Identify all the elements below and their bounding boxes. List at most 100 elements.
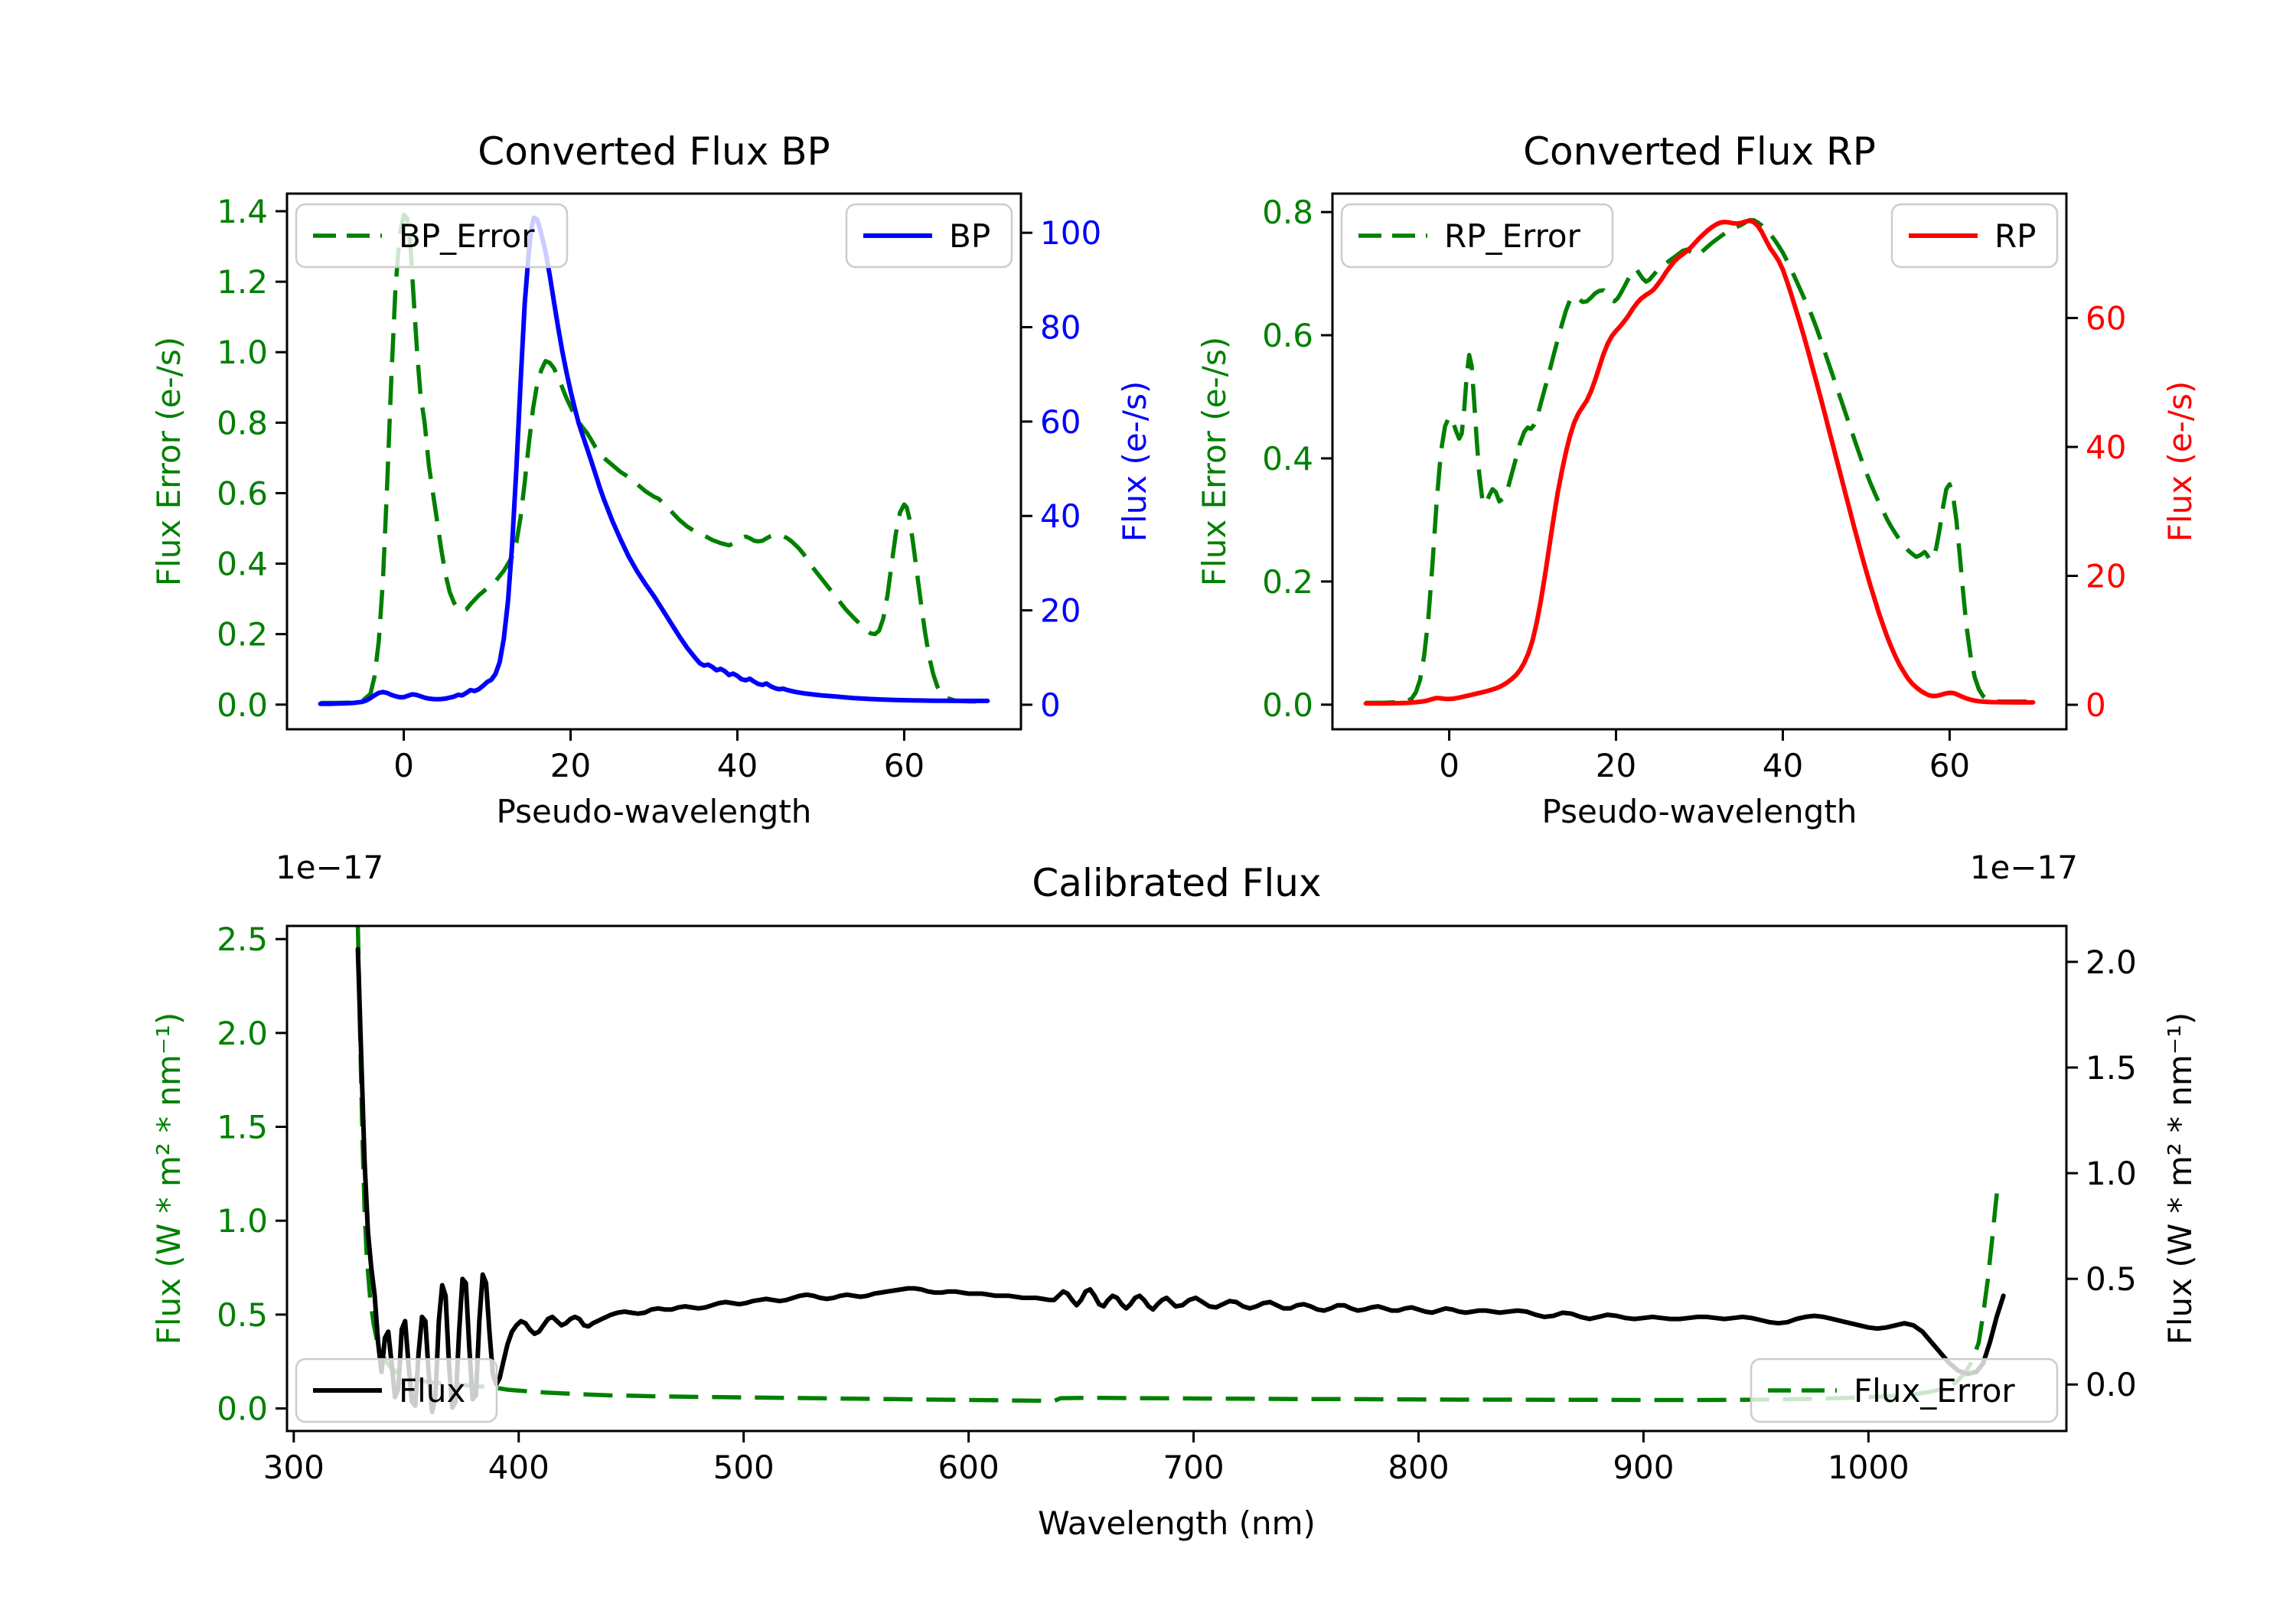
x-axis-label: Wavelength (nm) [1038, 1504, 1316, 1542]
y-tick-label: 2.0 [2086, 944, 2137, 981]
y-tick-label: 0.0 [217, 686, 268, 724]
series-Flux_Error [355, 926, 2001, 1403]
y-tick-label: 1.5 [217, 1109, 268, 1146]
x-axis-label: Pseudo-wavelength [1542, 793, 1857, 830]
x-tick-label: 900 [1613, 1449, 1674, 1486]
y-tick-label: 0.2 [217, 616, 268, 654]
x-tick-label: 1000 [1828, 1449, 1910, 1486]
y-tick-label: 0.4 [1262, 440, 1313, 478]
axes-spines [1331, 192, 2068, 731]
y-tick-label: 2.0 [217, 1015, 268, 1052]
x-tick-label: 60 [1929, 747, 1970, 784]
y-tick-label: 0 [1040, 686, 1061, 724]
y-tick-label: 0.2 [1262, 563, 1313, 601]
series-group-rp [1363, 217, 2036, 706]
bp-chart-title: Converted Flux BP [478, 129, 830, 174]
left-axis-rp: 0.0 0.2 0.4 0.6 0.8 Flux Error (e-/s) [1195, 194, 1332, 724]
right-axis-label: Flux (W * m² * nm⁻¹) [2161, 1012, 2199, 1345]
x-tick-label: 40 [717, 747, 758, 784]
y-tick-label: 60 [2086, 300, 2126, 337]
series-BP [318, 215, 990, 706]
calibrated-chart-title: Calibrated Flux [1032, 861, 1322, 905]
x-tick-label: 0 [393, 747, 414, 784]
y-tick-label: 1.0 [2086, 1155, 2137, 1192]
x-tick-label: 40 [1763, 747, 1803, 784]
y-tick-label: 0.6 [217, 474, 268, 512]
legend-box [295, 203, 569, 269]
y-tick-label: 1.2 [217, 263, 268, 301]
legend-label: RP [1994, 217, 2037, 255]
left-axis-offset: 1e−17 [276, 849, 383, 886]
left-axis-label: Flux Error (e-/s) [1195, 337, 1233, 586]
legend-RP_Error: RP_Error [1340, 203, 1614, 269]
chart-calibrated: 300 400 500 600 700 800 900 1000 Wavelength (nm)… [150, 849, 2199, 1542]
x-tick-label: 300 [263, 1449, 325, 1486]
left-axis-bp: 0.0 0.2 0.4 0.6 0.8 1.0 1.2 1.4 Flux Error (e-/s… [150, 193, 287, 724]
y-tick-label: 20 [1040, 592, 1081, 630]
legend-box [295, 1358, 498, 1423]
axes-spines [285, 192, 1022, 731]
series-BP_Error [320, 212, 988, 706]
left-axis-calibrated: 0.0 0.5 1.0 1.5 2.0 2.5 Flux (W * m² * nm⁻¹) 1e… [150, 849, 383, 1428]
y-tick-label: 40 [2086, 429, 2126, 466]
y-tick-label: 0.0 [2086, 1366, 2137, 1403]
rp-chart-title: Converted Flux RP [1523, 129, 1876, 174]
right-axis-offset: 1e−17 [1970, 849, 2078, 886]
legend-BP_Error: BP_Error [295, 203, 569, 269]
series-group-bp [318, 212, 990, 706]
series-Flux [355, 947, 2006, 1415]
legend-label: RP_Error [1444, 217, 1581, 255]
legend-Flux_Error: Flux_Error [1750, 1358, 2059, 1423]
left-axis-label: Flux Error (e-/s) [150, 337, 188, 586]
chart-rp: 0 20 40 60 Pseudo-wavelength 0.0 0.2 0.4 0.6 0.8 F… [1195, 192, 2199, 830]
series-RP [1363, 218, 2036, 706]
y-tick-label: 1.4 [217, 193, 268, 230]
y-tick-label: 100 [1040, 214, 1101, 252]
legend-Flux: Flux [295, 1358, 498, 1423]
y-tick-label: 0.0 [1262, 686, 1313, 724]
legend-RP: RP [1890, 203, 2059, 269]
y-tick-label: 60 [1040, 403, 1081, 441]
series-RP_Error [1365, 217, 2033, 706]
right-axis-calibrated: 0.0 0.5 1.0 1.5 2.0 Flux (W * m² * nm⁻¹) 1e−17 [1970, 849, 2199, 1403]
x-tick-label: 500 [713, 1449, 775, 1486]
y-tick-label: 20 [2086, 558, 2126, 595]
x-tick-label: 0 [1439, 747, 1459, 784]
y-tick-label: 1.5 [2086, 1049, 2137, 1087]
x-axis-calibrated: 300 400 500 600 700 800 900 1000 Wavelength (nm) [263, 1431, 1910, 1542]
y-tick-label: 80 [1040, 309, 1081, 347]
x-axis-rp: 0 20 40 60 Pseudo-wavelength [1439, 729, 1970, 830]
legend-box [1750, 1358, 2059, 1423]
right-axis-label: Flux (e-/s) [1116, 381, 1153, 542]
y-tick-label: 0.6 [1262, 317, 1313, 354]
x-tick-label: 20 [550, 747, 591, 784]
legend-label: BP [949, 217, 990, 255]
y-tick-label: 1.0 [217, 334, 268, 371]
x-tick-label: 400 [488, 1449, 550, 1486]
axes-spines [285, 924, 2068, 1433]
x-tick-label: 20 [1596, 747, 1636, 784]
series-group-calibrated [355, 926, 2006, 1415]
y-tick-label: 2.5 [217, 921, 268, 958]
y-tick-label: 0.4 [217, 546, 268, 583]
y-tick-label: 0 [2086, 686, 2106, 724]
x-axis-bp: 0 20 40 60 Pseudo-wavelength [393, 729, 925, 830]
y-tick-label: 40 [1040, 497, 1081, 535]
right-axis-rp: 0 20 40 60 Flux (e-/s) [2066, 300, 2199, 724]
y-tick-label: 0.8 [217, 404, 268, 442]
y-tick-label: 1.0 [217, 1202, 268, 1240]
right-axis-label: Flux (e-/s) [2161, 381, 2199, 542]
y-tick-label: 0.5 [217, 1296, 268, 1334]
y-tick-label: 0.0 [217, 1390, 268, 1428]
x-tick-label: 800 [1388, 1449, 1449, 1486]
x-axis-label: Pseudo-wavelength [497, 793, 812, 830]
y-tick-label: 0.8 [1262, 194, 1313, 231]
legend-label: Flux [399, 1372, 465, 1410]
x-tick-label: 600 [938, 1449, 1000, 1486]
x-tick-label: 700 [1163, 1449, 1224, 1486]
right-axis-bp: 0 20 40 60 80 100 Flux (e-/s) [1021, 214, 1153, 724]
legend-BP: BP [845, 203, 1013, 269]
x-tick-label: 60 [884, 747, 925, 784]
